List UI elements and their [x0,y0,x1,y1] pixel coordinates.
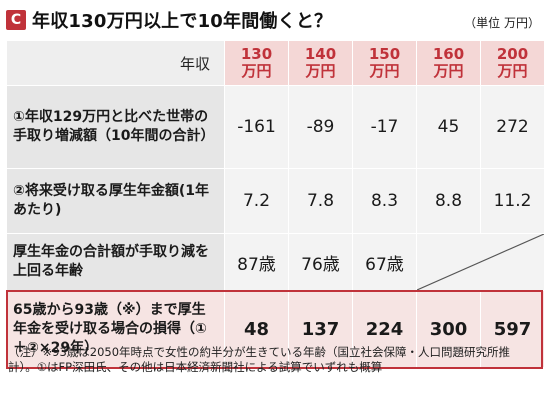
table-cell: 7.8 [288,168,353,234]
column-header-150: 150 万円 [352,40,417,86]
table-cell: -17 [352,85,417,169]
unit-label: （単位 万円） [464,16,540,30]
table-cell: 224 [352,290,417,368]
table-cell: 8.8 [416,168,481,234]
page-title: 年収130万円以上で10年間働くと？ [32,11,333,32]
header: C 年収130万円以上で10年間働くと？ [6,8,332,32]
column-header-140: 140 万円 [288,40,353,86]
column-unit: 万円 [497,62,528,80]
column-amount: 150 [368,45,401,63]
table-cell: 597 [480,290,545,368]
column-amount: 130 [240,45,273,63]
column-amount: 140 [304,45,337,63]
table-cell: 11.2 [480,168,545,234]
table-cell: 272 [480,85,545,169]
data-table: 年収 130 万円 140 万円 150 万円 160 万円 200 万円 ①年… [6,40,545,368]
column-unit: 万円 [305,62,336,80]
row-label: 厚生年金の合計額が手取り減を上回る年齢 [6,233,225,291]
header-row: 年収 130 万円 140 万円 150 万円 160 万円 200 万円 [6,40,545,86]
footnote: （注）※93歳は2050年時点で女性の約半分が生きている年齢（国立社会保障・人口… [8,345,511,374]
column-unit: 万円 [241,62,272,80]
not-applicable-cell [416,233,545,291]
column-amount: 200 [496,45,529,63]
income-corner-label: 年収 [6,40,225,86]
table-row: ②将来受け取る厚生年金額(1年あたり) 7.2 7.8 8.3 8.8 11.2 [6,168,545,234]
row-label: 65歳から93歳（※）まで厚生年金を受け取る場合の損得（①＋②×29年） [6,290,225,368]
column-amount: 160 [432,45,465,63]
table-cell: -89 [288,85,353,169]
column-header-200: 200 万円 [480,40,545,86]
table-row-highlighted: 65歳から93歳（※）まで厚生年金を受け取る場合の損得（①＋②×29年） 48 … [6,290,545,368]
section-badge: C [6,10,26,30]
table-cell: 76歳 [288,233,353,291]
column-header-160: 160 万円 [416,40,481,86]
table-row: ①年収129万円と比べた世帯の手取り増減額（10年間の合計） -161 -89 … [6,85,545,169]
table-row: 厚生年金の合計額が手取り減を上回る年齢 87歳 76歳 67歳 [6,233,545,291]
row-label: ②将来受け取る厚生年金額(1年あたり) [6,168,225,234]
table-cell: 48 [224,290,289,368]
table-cell: 67歳 [352,233,417,291]
column-unit: 万円 [369,62,400,80]
column-unit: 万円 [433,62,464,80]
table-cell: 8.3 [352,168,417,234]
table-cell: 87歳 [224,233,289,291]
column-header-130: 130 万円 [224,40,289,86]
table-cell: -161 [224,85,289,169]
table-cell: 45 [416,85,481,169]
table-cell: 7.2 [224,168,289,234]
diagonal-slash [417,234,544,290]
table-cell: 300 [416,290,481,368]
row-label: ①年収129万円と比べた世帯の手取り増減額（10年間の合計） [6,85,225,169]
